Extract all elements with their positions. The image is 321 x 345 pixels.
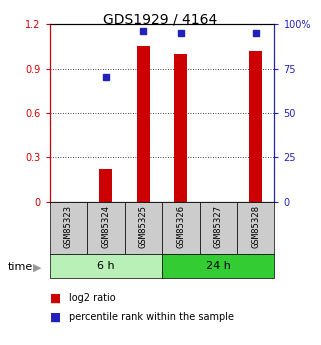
Text: GSM85327: GSM85327 — [214, 205, 223, 248]
Bar — [100, 169, 112, 202]
Text: GSM85323: GSM85323 — [64, 205, 73, 248]
Text: GDS1929 / 4164: GDS1929 / 4164 — [103, 12, 218, 26]
Text: 24 h: 24 h — [206, 261, 231, 270]
Bar — [137, 46, 150, 202]
Bar — [50, 254, 162, 278]
Bar — [237, 202, 274, 254]
Text: GSM85325: GSM85325 — [139, 205, 148, 248]
Bar — [87, 202, 125, 254]
Bar — [249, 51, 262, 202]
Text: GSM85328: GSM85328 — [251, 205, 260, 248]
Text: time: time — [8, 263, 33, 272]
Text: percentile rank within the sample: percentile rank within the sample — [69, 313, 234, 322]
Bar — [50, 202, 87, 254]
Text: GSM85324: GSM85324 — [101, 205, 110, 248]
Text: ■: ■ — [50, 292, 61, 305]
Text: log2 ratio: log2 ratio — [69, 294, 116, 303]
Text: ▶: ▶ — [33, 263, 41, 272]
Text: 6 h: 6 h — [97, 261, 115, 270]
Text: ■: ■ — [50, 311, 61, 324]
Bar — [125, 202, 162, 254]
Bar — [162, 254, 274, 278]
Bar — [200, 202, 237, 254]
Text: GSM85326: GSM85326 — [176, 205, 185, 248]
Bar — [174, 54, 187, 202]
Bar — [162, 202, 200, 254]
